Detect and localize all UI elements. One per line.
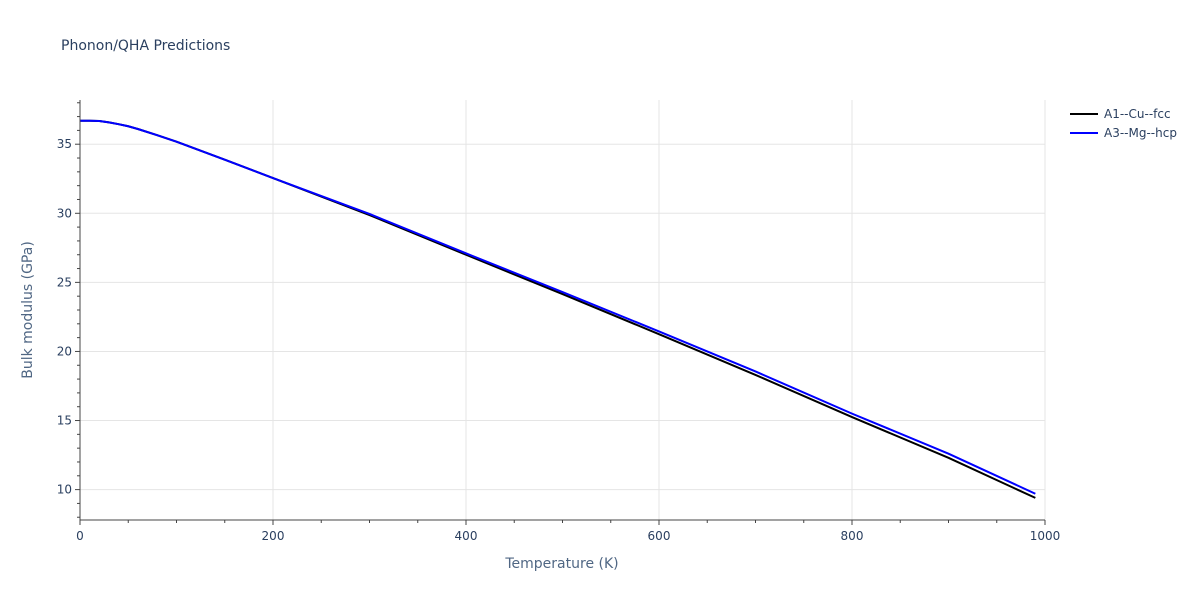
series-layer [80, 119, 1036, 499]
legend-label: A1--Cu--fcc [1104, 107, 1171, 121]
y-tick-label: 10 [57, 483, 72, 497]
y-tick-label: 20 [57, 344, 72, 358]
x-tick-label: 400 [455, 529, 478, 543]
x-tick-label: 0 [76, 529, 84, 543]
legend-item-1[interactable]: A1--Cu--fcc [1070, 107, 1171, 121]
x-tick-label: 1000 [1030, 529, 1061, 543]
y-tick-label: 30 [57, 206, 72, 220]
y-tick-label: 25 [57, 275, 72, 289]
legend-item-2[interactable]: A3--Mg--hcp [1070, 126, 1177, 140]
x-axis-title: Temperature (K) [504, 556, 618, 572]
series-line-2[interactable] [80, 119, 1036, 495]
x-tick-label: 600 [648, 529, 671, 543]
axis-layer: 0 200 400 600 800 1000 10 15 20 25 30 35 [57, 100, 1061, 543]
x-tick-label: 800 [841, 529, 864, 543]
grid-layer [80, 100, 1046, 520]
y-tick-label: 35 [57, 137, 72, 151]
legend-label: A3--Mg--hcp [1104, 126, 1177, 140]
legend[interactable]: A1--Cu--fcc A3--Mg--hcp [1070, 107, 1177, 140]
y-tick-label: 15 [57, 414, 72, 428]
y-axis-title: Bulk modulus (GPa) [20, 241, 36, 379]
chart-title: Phonon/QHA Predictions [61, 38, 230, 54]
x-tick-label: 200 [262, 529, 285, 543]
series-line-1[interactable] [80, 119, 1036, 499]
